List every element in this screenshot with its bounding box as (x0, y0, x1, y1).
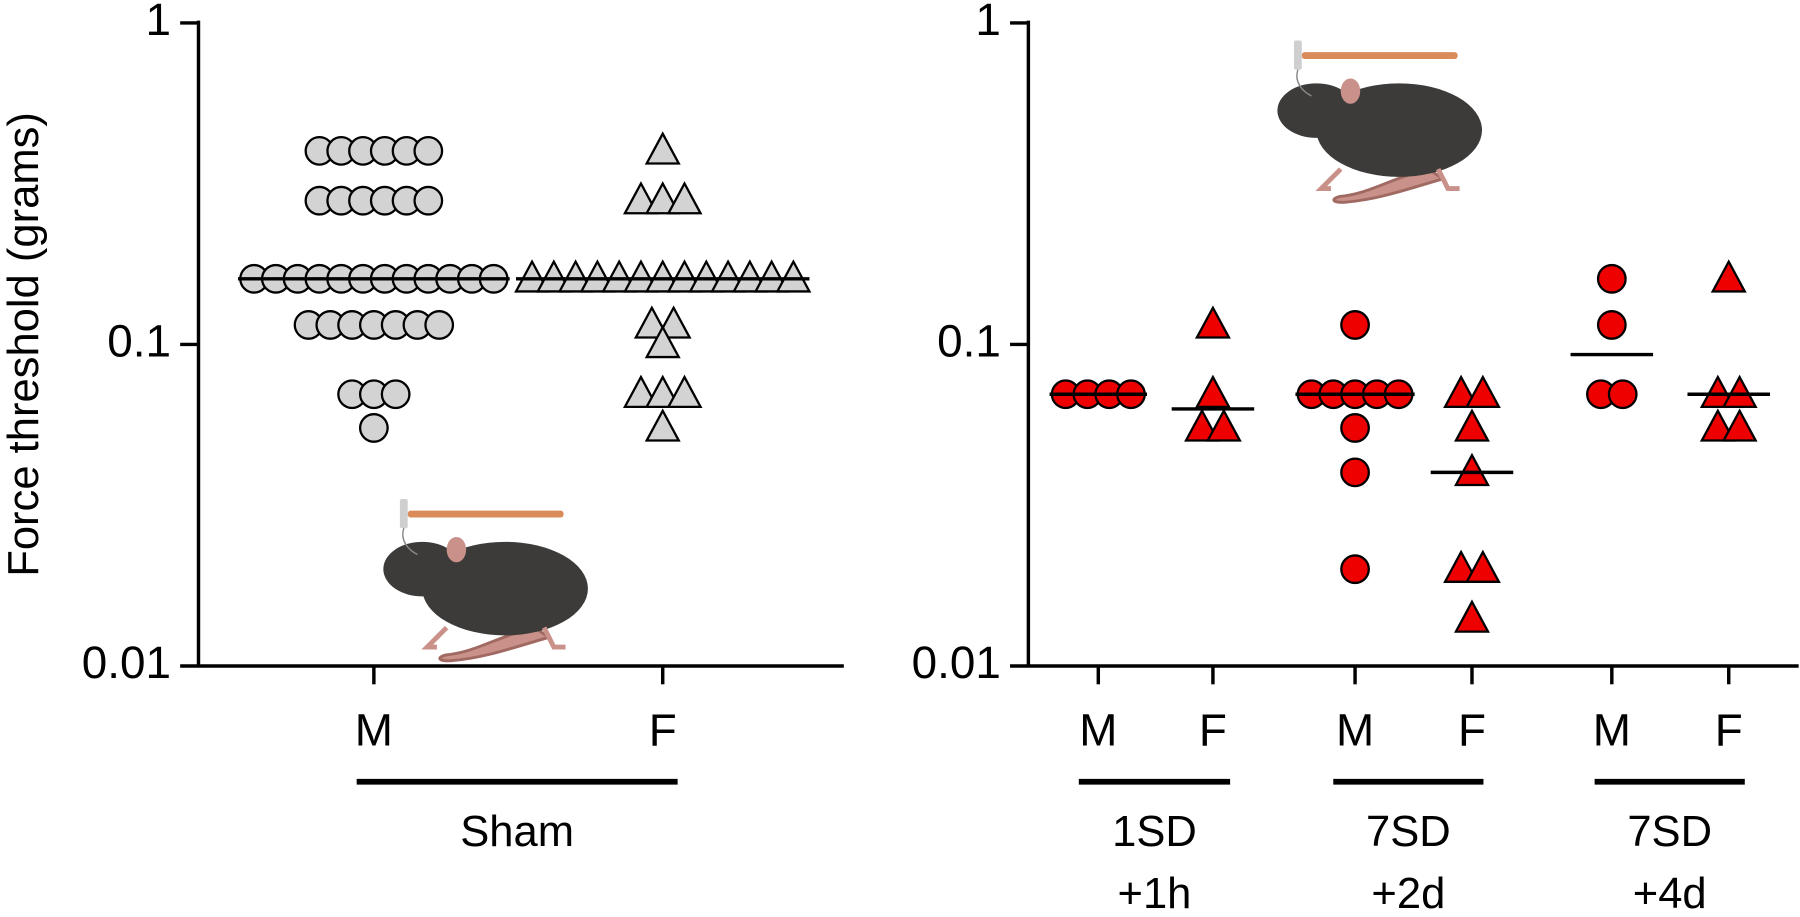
data-point (666, 374, 703, 409)
x-tick-label: F (1458, 704, 1486, 756)
x-tick-label: M (1593, 704, 1631, 756)
data-point (380, 379, 411, 410)
data-point (644, 374, 681, 409)
data-point (1721, 408, 1758, 442)
y-tick-label: 0.01 (912, 636, 1001, 688)
group-label: Sham (460, 808, 574, 856)
data-point (644, 324, 681, 359)
data-point (424, 310, 455, 340)
y-tick-label: 1 (975, 0, 1001, 45)
group-label: 1SD (1112, 808, 1197, 856)
data-point (666, 259, 703, 293)
data-point (633, 305, 670, 339)
data-point (413, 135, 444, 166)
data-point (666, 181, 703, 215)
data-point (1340, 310, 1370, 340)
data-point (644, 131, 681, 165)
x-tick-label: M (1336, 704, 1374, 756)
data-point (775, 259, 812, 293)
y-tick-label: 1 (145, 0, 171, 45)
data-point (579, 259, 616, 293)
y-tick-label: 0.1 (107, 315, 171, 367)
data-point (1464, 374, 1501, 409)
data-point (1596, 310, 1627, 340)
mouse-illustration (383, 499, 588, 661)
data-point (1194, 374, 1231, 409)
group-label: +2d (1371, 870, 1445, 917)
data-point (1340, 413, 1370, 443)
data-point (557, 259, 594, 293)
group-label: 7SD (1366, 808, 1451, 856)
data-point (1454, 599, 1490, 633)
data-point (622, 181, 659, 215)
y-tick-label: 0.01 (82, 636, 171, 688)
data-point (1699, 408, 1736, 442)
data-point (1454, 408, 1490, 442)
y-tick-label: 0.1 (937, 315, 1001, 367)
data-point (1454, 452, 1490, 487)
data-point (1596, 263, 1627, 294)
data-point (1607, 379, 1638, 410)
group-label: +1h (1118, 870, 1192, 917)
data-point (1464, 549, 1501, 583)
x-tick-label: F (649, 704, 677, 756)
mouse-illustration (1277, 40, 1482, 202)
x-tick-label: F (1715, 704, 1743, 756)
x-tick-label: F (1199, 704, 1227, 756)
data-point (1340, 457, 1370, 488)
data-point (753, 259, 790, 293)
data-point (358, 413, 389, 443)
data-point (1710, 259, 1747, 293)
data-point (413, 185, 444, 216)
group-label: +4d (1633, 870, 1707, 917)
data-point (601, 259, 638, 293)
data-point (644, 259, 681, 293)
y-axis-label: Force threshold (grams) (0, 112, 48, 577)
data-point (644, 181, 681, 215)
group-label: 7SD (1627, 808, 1712, 856)
data-point (1443, 374, 1480, 409)
data-point (644, 408, 681, 442)
x-tick-label: M (1079, 704, 1117, 756)
data-point (1205, 408, 1242, 442)
data-point (1721, 374, 1758, 409)
data-point (710, 259, 747, 293)
data-point (655, 305, 692, 339)
x-tick-label: M (355, 704, 393, 756)
data-point (622, 259, 659, 293)
data-point (731, 259, 768, 293)
data-point (622, 374, 659, 409)
data-point (514, 259, 551, 293)
data-point (1194, 305, 1231, 339)
data-point (1340, 554, 1370, 585)
data-point (688, 259, 725, 293)
data-point (1184, 408, 1221, 442)
data-point (1699, 374, 1736, 409)
data-point (535, 259, 572, 293)
data-point (1443, 549, 1480, 583)
